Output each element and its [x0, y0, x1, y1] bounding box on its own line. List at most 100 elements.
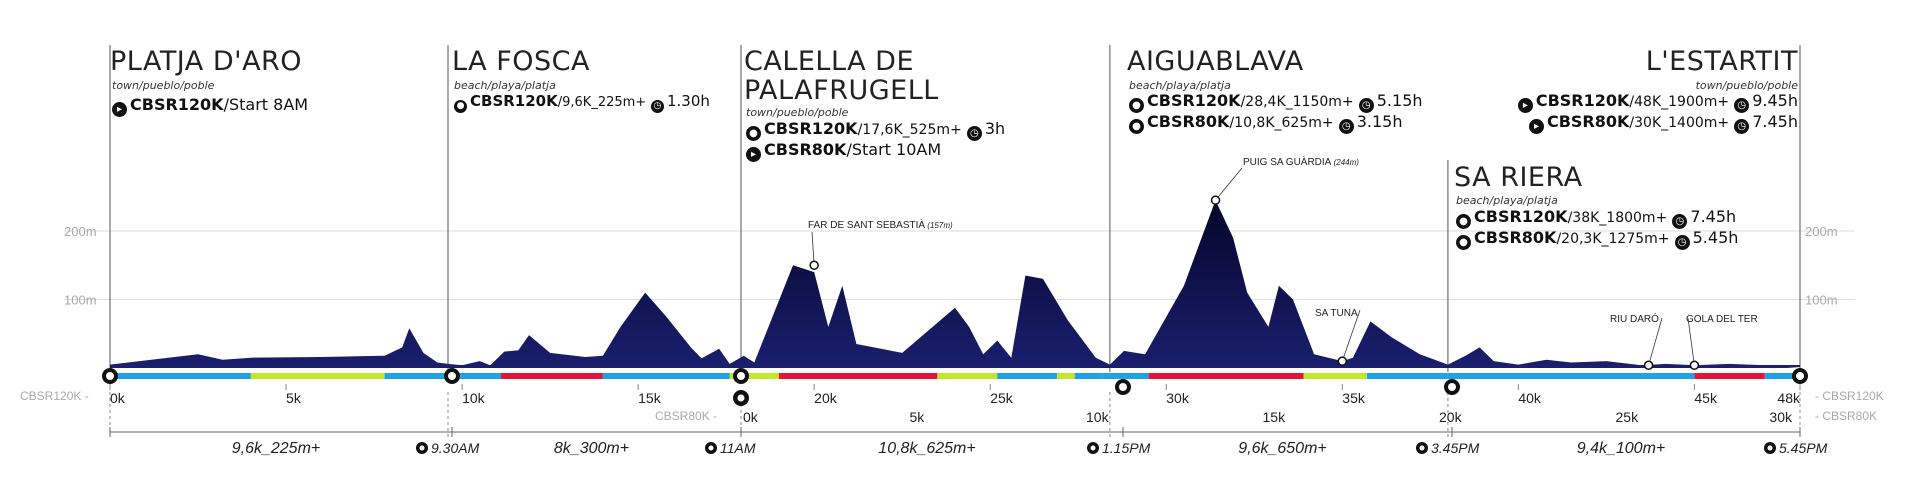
axis-120k-tick-label: 40k [1518, 390, 1542, 406]
clock-icon: ◷ [1338, 119, 1354, 134]
marker-inner [1119, 383, 1127, 391]
stage-type-platja-d-aro: town/pueblo/poble [112, 79, 215, 92]
map-pin-icon: ● [1456, 214, 1471, 229]
segment-blue [437, 373, 501, 379]
stage-type-la-fosca: beach/playa/platja [454, 79, 556, 92]
flag-finish-icon: ▸ [1517, 98, 1533, 113]
section-distance-label: 9,6k_650m+ [1238, 440, 1327, 457]
axis-120k-tick-label: 20k [814, 390, 838, 406]
section-distance-label: 8k_300m+ [554, 440, 629, 457]
peak-leader-line [1687, 317, 1695, 366]
segment-blue [384, 373, 438, 379]
map-pin-icon: ● [1129, 98, 1144, 113]
map-pin-icon: ● [746, 126, 761, 141]
segment-green [937, 373, 998, 379]
clock-icon-inner [1419, 445, 1425, 451]
segment-blue [1102, 373, 1149, 379]
clock-icon: ◷ [1734, 98, 1750, 113]
peak-label: FAR DE SANT SEBASTIÀ (157m) [808, 218, 953, 231]
clock-icon: ◷ [650, 100, 664, 113]
flag-start-icon: ▸ [746, 147, 761, 162]
stage-title-aiguablava: AIGUABLAVA [1127, 46, 1304, 77]
axis-120k-tick-label: 35k [1342, 390, 1366, 406]
stage-type-calella: town/pueblo/poble [746, 106, 849, 119]
clock-icon: ◷ [1674, 235, 1690, 250]
peak-name: RIU DARÓ [1610, 312, 1659, 325]
marker-inner [737, 394, 745, 402]
stage-title-platja-d-aro: PLATJA D'ARO [110, 46, 303, 77]
peak-leader-line [1648, 317, 1663, 366]
clock-icon: ◷ [966, 126, 982, 141]
clock-icon: ◷ [1734, 119, 1750, 134]
axis-120k-tick-label: 5k [286, 390, 302, 406]
peak-elevation: (157m) [925, 221, 953, 230]
axis-120k-tick-label: 48k [1777, 390, 1801, 406]
peak-marker [1210, 195, 1221, 205]
axis-120k-tick-label: 45k [1694, 390, 1718, 406]
section-distance-label: 10,8k_625m+ [878, 440, 975, 457]
peak-label: PUIG SA GUÀRDIA (244m) [1243, 155, 1359, 168]
stage-info-platja-d-aro-120k: ▸ CBSR120K/Start 8AM [112, 96, 308, 117]
y-tick-label-left: 100m [64, 293, 97, 308]
peak-label: GOLA DEL TER [1686, 314, 1758, 325]
peak-marker [809, 260, 819, 270]
stage-title-la-fosca: LA FOSCA [452, 46, 590, 77]
stage-info-aiguablava-120k: ● CBSR120K/28,4K_1150m+ ◷ 5.15h [1129, 92, 1423, 113]
elevation-area [110, 200, 1800, 368]
axis-label-80k-left: CBSR80K - [655, 409, 717, 423]
y-tick-label-right: 100m [1805, 293, 1838, 308]
stage-info-calella-120k: ● CBSR120K/17,6K_525m+ ◷ 3h [746, 120, 1005, 141]
axis-80k-tick-label: 15k [1263, 409, 1287, 425]
segment-green [1057, 373, 1075, 379]
stage-title-calella-de-palafrugell: CALELLA DE PALAFRUGELL [744, 46, 939, 106]
segment-blue [602, 373, 730, 379]
map-pin-icon: ● [1129, 119, 1144, 134]
segment-blue [1366, 373, 1448, 379]
axis-label-120k-left: CBSR120K - [20, 389, 89, 403]
marker-inner [448, 372, 456, 380]
segment-red [778, 373, 938, 379]
peak-name: FAR DE SANT SEBASTIÀ [808, 218, 925, 231]
axis-80k-tick-label: 30k [1769, 409, 1793, 425]
clock-icon: ◷ [1358, 98, 1374, 113]
stage-type-aiguablava: beach/playa/platja [1129, 79, 1231, 92]
peak-name: SA TUNA [1315, 308, 1358, 319]
stage-info-la-fosca-120k: ● CBSR120K/9,6K_225m+ ◷ 1.30h [454, 92, 710, 113]
peak-marker [1643, 360, 1654, 371]
axis-120k-tick-label: 10k [462, 390, 486, 406]
stage-type-l-estartit: town/pueblo/poble [1695, 79, 1798, 92]
peak-marker [1337, 356, 1348, 366]
clock-icon-inner [708, 445, 714, 451]
axis-label-80k-right: - CBSR80K [1815, 409, 1877, 423]
segment-blue [1764, 373, 1800, 379]
segment-green [729, 373, 779, 379]
stage-type-sa-riera: beach/playa/platja [1456, 194, 1558, 207]
peak-leader-line [811, 231, 815, 266]
stage-info-l-estartit-80k: ▸ CBSR80K/30K_1400m+ ◷ 7.45h [1528, 113, 1798, 134]
section-time-label: 5.45PM [1779, 440, 1828, 456]
axis-120k-tick-label: 30k [1166, 390, 1190, 406]
peak-leader-line [1215, 167, 1243, 201]
marker-inner [737, 372, 745, 380]
section-time-label: 11AM [720, 440, 756, 456]
marker-inner [1448, 383, 1456, 391]
peak-marker [1689, 360, 1700, 371]
stage-info-sa-riera-120k: ● CBSR120K/38K_1800m+ ◷ 7.45h [1456, 208, 1736, 229]
stage-info-aiguablava-80k: ● CBSR80K/10,8K_625m+ ◷ 3.15h [1129, 113, 1402, 134]
y-tick-label-right: 200m [1805, 224, 1838, 239]
stage-title-sa-riera: SA RIERA [1454, 162, 1583, 193]
section-time-label: 9.30AM [431, 440, 480, 456]
segment-blue [110, 373, 251, 379]
peak-name: PUIG SA GUÀRDIA [1243, 155, 1332, 168]
axis-80k-tick-label: 0k [743, 409, 759, 425]
flag-start-icon: ▸ [112, 102, 127, 117]
axis-80k-tick-label: 20k [1439, 409, 1463, 425]
section-distance-label: 9,4k_100m+ [1577, 440, 1666, 457]
peak-leader-line [1341, 309, 1361, 362]
segment-blue [1447, 373, 1695, 379]
stage-info-sa-riera-80k: ● CBSR80K/20,3K_1275m+ ◷ 5.45h [1456, 229, 1738, 250]
marker-inner [106, 372, 114, 380]
profile-baseline [110, 365, 1800, 367]
marker-inner [1796, 372, 1804, 380]
